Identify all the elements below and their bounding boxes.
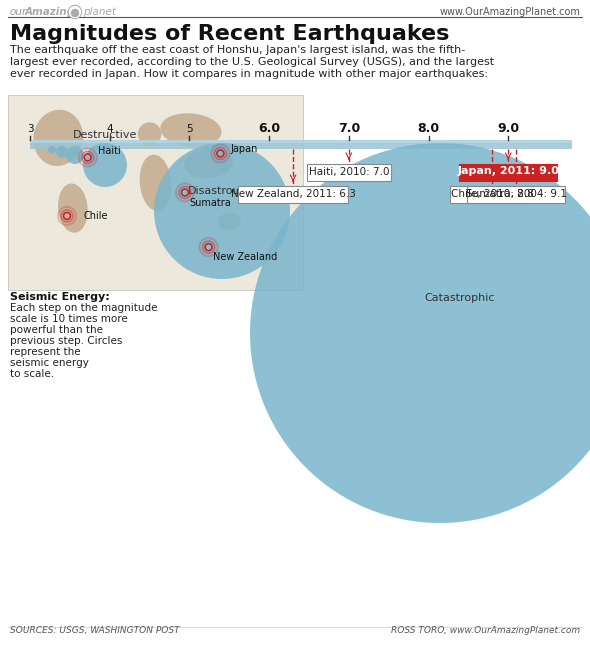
Ellipse shape [185, 149, 232, 177]
Text: to scale.: to scale. [10, 369, 54, 379]
Text: www.OurAmazingPlanet.com: www.OurAmazingPlanet.com [439, 7, 580, 17]
Ellipse shape [139, 123, 160, 145]
Text: scale is 10 times more: scale is 10 times more [10, 314, 128, 324]
Text: Chile: Chile [83, 211, 107, 221]
Text: Sumatra, 2004: 9.1: Sumatra, 2004: 9.1 [466, 188, 567, 199]
Ellipse shape [34, 110, 82, 165]
Text: ROSS TORO, www.OurAmazingPlanet.com: ROSS TORO, www.OurAmazingPlanet.com [391, 626, 580, 635]
Circle shape [70, 6, 80, 17]
Text: seismic energy: seismic energy [10, 358, 89, 368]
Text: Disastrous: Disastrous [188, 186, 246, 196]
Text: Haiti: Haiti [98, 146, 120, 156]
Text: our: our [10, 7, 27, 17]
Text: The earthquake off the east coast of Honshu, Japan's largest island, was the fif: The earthquake off the east coast of Hon… [10, 45, 466, 55]
Text: Chile, 2010: 8.8: Chile, 2010: 8.8 [451, 188, 534, 199]
FancyBboxPatch shape [467, 186, 565, 203]
FancyBboxPatch shape [307, 163, 391, 181]
Text: Amazing: Amazing [25, 7, 75, 17]
Circle shape [68, 6, 81, 19]
FancyBboxPatch shape [30, 139, 572, 148]
Text: previous step. Circles: previous step. Circles [10, 336, 122, 346]
FancyBboxPatch shape [459, 163, 557, 181]
Circle shape [48, 146, 56, 154]
Circle shape [83, 143, 127, 187]
Text: 3: 3 [27, 124, 33, 135]
FancyBboxPatch shape [450, 186, 535, 203]
Text: 5: 5 [186, 124, 193, 135]
Text: 4: 4 [106, 124, 113, 135]
Text: Japan: Japan [231, 143, 258, 154]
Text: 7.0: 7.0 [337, 121, 360, 135]
Text: powerful than the: powerful than the [10, 325, 103, 335]
FancyBboxPatch shape [238, 186, 348, 203]
Text: SOURCES: USGS, WASHINGTON POST: SOURCES: USGS, WASHINGTON POST [10, 626, 179, 635]
Text: Magnitudes of Recent Earthquakes: Magnitudes of Recent Earthquakes [10, 24, 450, 44]
Text: largest ever recorded, according to the U.S. Geological Survey (USGS), and the l: largest ever recorded, according to the … [10, 57, 494, 67]
Text: represent the: represent the [10, 347, 81, 357]
Circle shape [154, 143, 290, 279]
Text: 8.0: 8.0 [418, 121, 440, 135]
Text: Sumatra: Sumatra [189, 197, 231, 208]
Ellipse shape [218, 213, 240, 230]
Text: Each step on the magnitude: Each step on the magnitude [10, 303, 158, 313]
Circle shape [71, 10, 78, 17]
Text: New Zealand, 2011: 6.3: New Zealand, 2011: 6.3 [231, 188, 355, 199]
FancyBboxPatch shape [8, 95, 303, 290]
Text: 6.0: 6.0 [258, 121, 280, 135]
Circle shape [56, 146, 68, 158]
Ellipse shape [161, 114, 221, 146]
Text: Haiti, 2010: 7.0: Haiti, 2010: 7.0 [309, 166, 389, 177]
Ellipse shape [59, 184, 87, 232]
Text: New Zealand: New Zealand [212, 252, 277, 262]
Text: 9.0: 9.0 [497, 121, 519, 135]
Text: Seismic Energy:: Seismic Energy: [10, 292, 110, 302]
Text: ever recorded in Japan. How it compares in magnitude with other major earthquake: ever recorded in Japan. How it compares … [10, 69, 488, 79]
Text: planet: planet [83, 7, 116, 17]
Text: Catastrophic: Catastrophic [425, 293, 495, 303]
Circle shape [250, 143, 590, 523]
Text: Destructive: Destructive [73, 130, 137, 140]
Ellipse shape [140, 155, 171, 210]
Circle shape [66, 146, 84, 164]
Text: Japan, 2011: 9.0: Japan, 2011: 9.0 [457, 166, 559, 177]
FancyBboxPatch shape [30, 139, 572, 143]
